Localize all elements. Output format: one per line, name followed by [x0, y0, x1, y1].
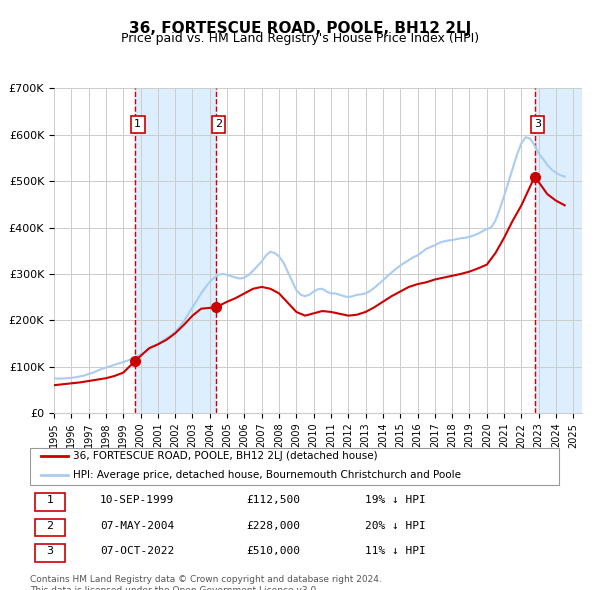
Text: Contains HM Land Registry data © Crown copyright and database right 2024.
This d: Contains HM Land Registry data © Crown c… [30, 575, 382, 590]
FancyBboxPatch shape [30, 447, 559, 485]
Text: 3: 3 [46, 546, 53, 556]
Bar [135, 88, 216, 413]
Text: 11% ↓ HPI: 11% ↓ HPI [365, 546, 425, 556]
FancyBboxPatch shape [35, 519, 65, 536]
Text: 2: 2 [46, 521, 53, 531]
Text: £510,000: £510,000 [246, 546, 300, 556]
Text: 2: 2 [215, 119, 222, 129]
FancyBboxPatch shape [35, 493, 65, 510]
Text: 20% ↓ HPI: 20% ↓ HPI [365, 521, 425, 531]
Text: Price paid vs. HM Land Registry's House Price Index (HPI): Price paid vs. HM Land Registry's House … [121, 32, 479, 45]
Bar [535, 88, 582, 413]
Text: 36, FORTESCUE ROAD, POOLE, BH12 2LJ: 36, FORTESCUE ROAD, POOLE, BH12 2LJ [129, 21, 471, 35]
Text: HPI: Average price, detached house, Bournemouth Christchurch and Poole: HPI: Average price, detached house, Bour… [73, 470, 461, 480]
Text: £112,500: £112,500 [246, 495, 300, 505]
Text: 3: 3 [534, 119, 541, 129]
Text: 36, FORTESCUE ROAD, POOLE, BH12 2LJ (detached house): 36, FORTESCUE ROAD, POOLE, BH12 2LJ (det… [73, 451, 378, 461]
Text: £228,000: £228,000 [246, 521, 300, 531]
Text: 10-SEP-1999: 10-SEP-1999 [100, 495, 175, 505]
Text: 1: 1 [134, 119, 141, 129]
FancyBboxPatch shape [35, 544, 65, 562]
Text: 1: 1 [46, 495, 53, 505]
Text: 07-MAY-2004: 07-MAY-2004 [100, 521, 175, 531]
Text: 07-OCT-2022: 07-OCT-2022 [100, 546, 175, 556]
Text: 19% ↓ HPI: 19% ↓ HPI [365, 495, 425, 505]
